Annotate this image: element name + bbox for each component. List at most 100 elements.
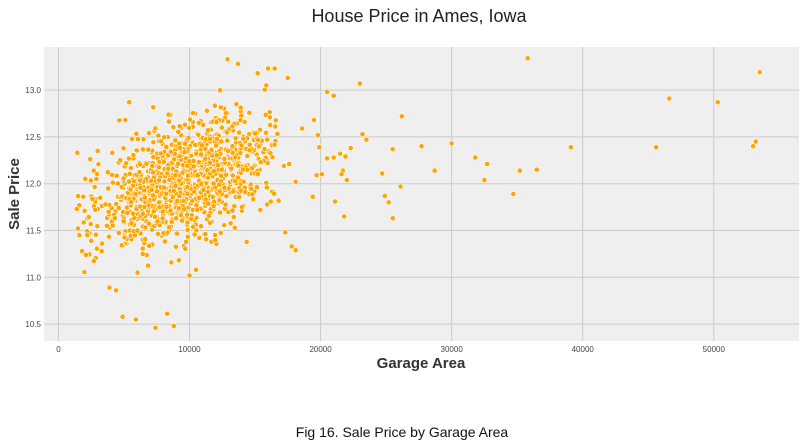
data-point: [121, 234, 128, 241]
data-point: [109, 149, 116, 156]
data-point: [516, 167, 523, 174]
data-point: [82, 175, 89, 182]
data-point: [229, 143, 236, 150]
data-point: [170, 323, 177, 329]
data-point: [163, 144, 170, 150]
data-point: [130, 152, 137, 158]
data-point: [176, 123, 183, 130]
data-point: [87, 221, 94, 227]
data-point: [170, 124, 177, 131]
data-point: [175, 257, 182, 264]
data-point: [83, 251, 89, 258]
data-point: [218, 124, 225, 131]
data-point: [239, 204, 245, 210]
data-point: [152, 125, 159, 132]
data-point: [141, 203, 148, 210]
data-point: [472, 154, 479, 161]
data-point: [156, 177, 162, 184]
data-point: [127, 199, 134, 205]
data-point: [184, 219, 191, 226]
y-axis-label: Sale Price: [6, 158, 23, 230]
data-point: [175, 160, 181, 167]
data-point: [161, 178, 168, 185]
data-point: [229, 172, 236, 179]
data-point: [533, 166, 540, 173]
data-point: [163, 190, 170, 197]
data-point: [230, 214, 237, 220]
data-point: [272, 117, 279, 124]
data-point: [254, 70, 261, 77]
data-point: [81, 269, 88, 275]
data-point: [203, 236, 210, 243]
data-point: [146, 242, 153, 249]
data-point: [207, 219, 213, 226]
data-point: [173, 230, 180, 237]
data-point: [224, 56, 231, 63]
data-point: [311, 117, 317, 123]
data-point: [227, 220, 234, 227]
data-point: [246, 141, 253, 148]
data-point: [189, 197, 196, 204]
data-point: [154, 188, 160, 195]
data-point: [216, 181, 223, 188]
data-point: [225, 118, 232, 125]
data-point: [271, 190, 277, 197]
data-point: [218, 166, 225, 173]
data-point: [202, 231, 209, 237]
data-point: [116, 229, 122, 236]
data-point: [242, 189, 249, 195]
data-point: [264, 201, 270, 208]
x-tick-label: 0: [56, 345, 61, 354]
data-point: [165, 111, 172, 118]
data-point: [150, 208, 157, 215]
data-point: [212, 232, 218, 238]
data-point: [200, 187, 207, 193]
data-point: [236, 194, 243, 200]
data-point: [123, 160, 130, 167]
data-point: [324, 89, 330, 95]
data-point: [255, 143, 262, 150]
data-point: [164, 310, 171, 317]
data-point: [484, 161, 490, 167]
data-point: [156, 204, 163, 211]
data-point: [182, 140, 188, 147]
data-point: [113, 287, 119, 294]
data-point: [269, 154, 276, 161]
y-tick-label: 12.0: [25, 180, 41, 189]
data-point: [221, 184, 228, 191]
data-point: [397, 183, 404, 190]
data-point: [262, 112, 269, 118]
data-point: [150, 192, 156, 199]
data-point: [221, 156, 228, 162]
data-point: [122, 117, 129, 123]
data-point: [166, 224, 172, 231]
x-tick-labels: 0 10000 20000 30000 40000 50000: [56, 345, 725, 354]
data-point: [179, 217, 185, 224]
scatter-points: [73, 55, 763, 331]
data-point: [157, 138, 164, 145]
data-point: [233, 101, 240, 108]
data-point: [524, 55, 531, 62]
data-point: [176, 205, 182, 212]
data-point: [223, 129, 230, 136]
data-point: [356, 80, 363, 87]
data-point: [189, 110, 196, 116]
data-point: [752, 138, 759, 145]
data-point: [248, 185, 254, 192]
data-point: [341, 213, 348, 220]
data-point: [118, 184, 125, 190]
data-point: [190, 223, 196, 230]
data-point: [194, 206, 201, 213]
data-point: [167, 207, 174, 214]
data-point: [229, 207, 236, 214]
data-point: [127, 165, 134, 171]
data-point: [171, 156, 178, 163]
data-point: [136, 169, 143, 176]
data-point: [237, 150, 244, 156]
data-point: [120, 218, 127, 224]
data-point: [184, 211, 190, 218]
data-point: [102, 201, 109, 208]
data-point: [208, 146, 215, 153]
data-point: [106, 233, 112, 240]
